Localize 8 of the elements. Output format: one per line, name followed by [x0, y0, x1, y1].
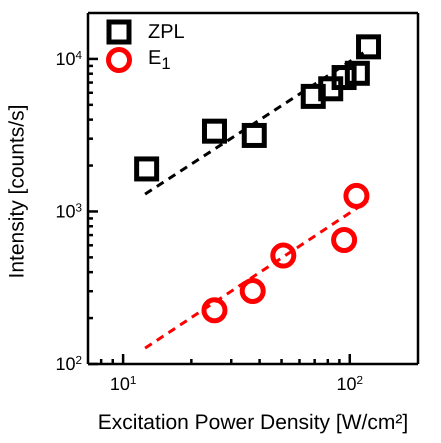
y-axis-title: Intensity [counts/s]: [5, 104, 28, 278]
legend-label: ZPL: [148, 20, 185, 44]
legend-label: E$_{1}$: [148, 46, 171, 74]
y-tick-label: 10$^{3}$: [55, 200, 82, 222]
x-tick-label: 10$^{1}$: [110, 374, 136, 394]
y-tick-label: 10$^{2}$: [55, 354, 82, 374]
y-tick-label: 10$^{4}$: [55, 48, 82, 69]
x-axis-title: Excitation Power Density [W/cm²]: [98, 411, 408, 434]
